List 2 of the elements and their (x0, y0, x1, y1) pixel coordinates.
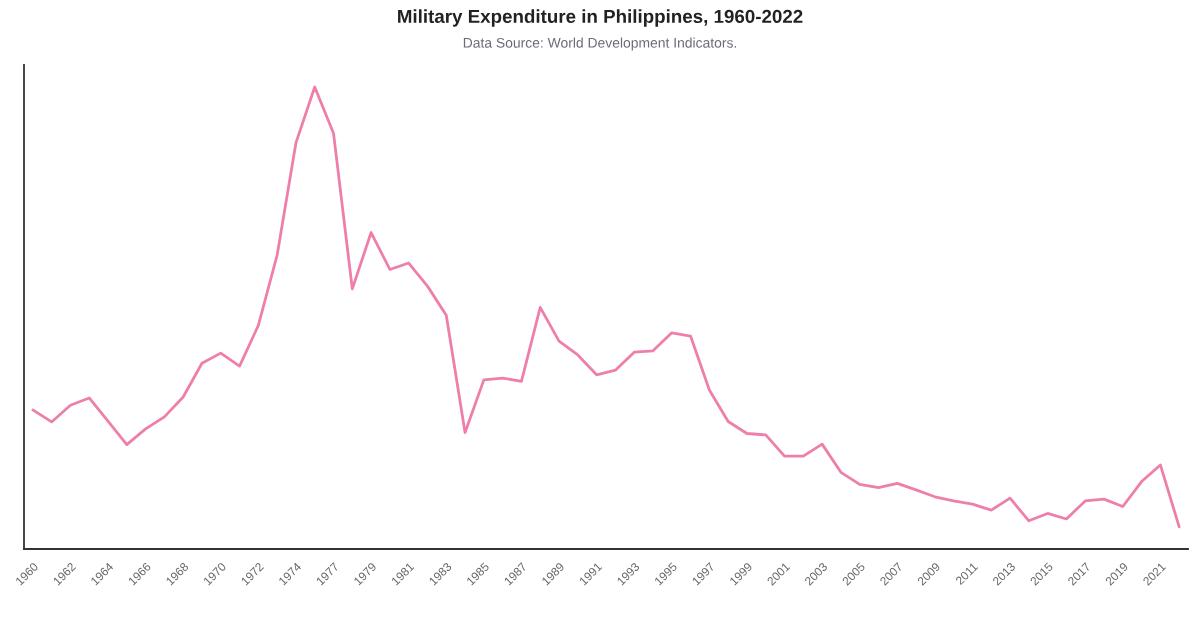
chart-subtitle: Data Source: World Development Indicators. (463, 37, 737, 51)
chart-title: Military Expenditure in Philippines, 1960-2022 (398, 9, 803, 27)
